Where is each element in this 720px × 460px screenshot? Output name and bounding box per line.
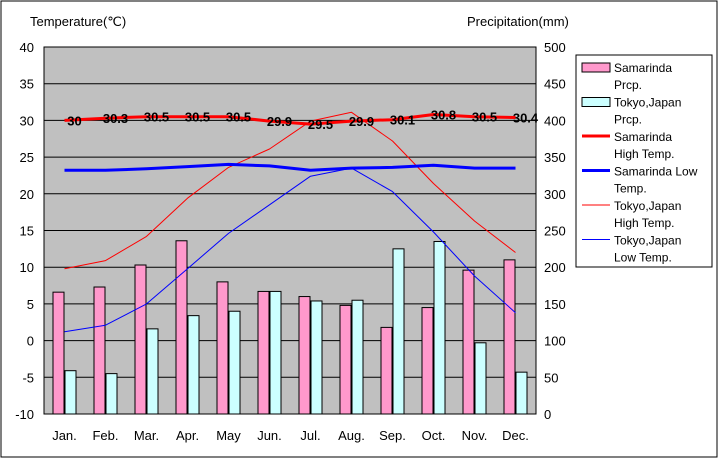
- data-label: 30.1: [390, 113, 415, 128]
- legend: Samarinda Prcp. Tokyo,Japan Prcp. Samarinda H…: [575, 54, 713, 268]
- precip-bar: [228, 310, 241, 415]
- data-label: 30.5: [226, 110, 251, 125]
- data-label: 30.5: [144, 110, 169, 125]
- x-tick-label: Oct.: [422, 428, 446, 443]
- precip-bar: [339, 304, 352, 415]
- legend-label: High Temp.: [614, 216, 674, 230]
- y-right-tick-label: 150: [544, 297, 566, 312]
- x-tick-label: Jun.: [257, 428, 282, 443]
- legend-label: Samarinda: [614, 130, 672, 144]
- x-tick-label: Mar.: [134, 428, 159, 443]
- y-left-tick-label: 25: [20, 150, 34, 165]
- legend-label: Tokyo,Japan: [614, 234, 681, 248]
- legend-label: High Temp.: [614, 147, 674, 161]
- precip-bar: [187, 315, 200, 415]
- x-tick-label: Jan.: [52, 428, 77, 443]
- data-label: 29.9: [349, 114, 374, 129]
- legend-label: Tokyo,Japan: [614, 96, 681, 110]
- precip-bar: [298, 296, 311, 415]
- temperature-line: [64, 162, 516, 172]
- y-left-tick-label: 15: [20, 224, 34, 239]
- legend-box: [575, 54, 713, 268]
- precip-bar: [93, 286, 106, 415]
- precip-bar: [351, 299, 364, 415]
- precip-bar: [257, 290, 270, 415]
- data-label: 30.3: [103, 111, 128, 126]
- precip-bar: [380, 326, 393, 415]
- precip-bar: [433, 241, 446, 415]
- data-label: 29.9: [267, 114, 292, 129]
- y-left-tick-label: 20: [20, 187, 34, 202]
- data-label: 30: [67, 113, 81, 128]
- precip-bar: [64, 370, 77, 415]
- temperature-line: [64, 113, 516, 126]
- y-right-tick-label: 450: [544, 77, 566, 92]
- y-left-tick-label: 0: [27, 334, 34, 349]
- x-tick-label: Aug.: [338, 428, 365, 443]
- y-left-tick-label: 40: [20, 40, 34, 55]
- precip-bar: [216, 281, 229, 415]
- y-right-tick-label: 50: [544, 370, 558, 385]
- precip-bar: [146, 328, 159, 415]
- data-label: 30.4: [513, 110, 539, 125]
- y-left-tick-label: 35: [20, 77, 34, 92]
- y-left-tick-label: 10: [20, 260, 34, 275]
- data-label: 30.8: [431, 108, 456, 123]
- y-right-tick-label: 0: [544, 407, 551, 422]
- temperature-line: [64, 167, 516, 333]
- x-tick-label: Dec.: [502, 428, 529, 443]
- y-left-tick-label: -5: [22, 370, 34, 385]
- precip-bar: [175, 240, 188, 415]
- x-tick-label: Feb.: [92, 428, 118, 443]
- x-tick-label: May: [216, 428, 241, 443]
- data-label: 30.5: [472, 110, 497, 125]
- temperature-line: [64, 111, 516, 270]
- precip-bar: [474, 342, 487, 415]
- y-left-tick-label: 5: [27, 297, 34, 312]
- x-tick-label: Jul.: [300, 428, 320, 443]
- y-left-axis-title: Temperature(℃): [30, 14, 126, 29]
- y-left-tick-label: 30: [20, 113, 34, 128]
- precip-bar: [503, 259, 516, 415]
- precip-bar: [134, 264, 147, 415]
- precip-bar: [392, 248, 405, 415]
- y-right-tick-label: 200: [544, 260, 566, 275]
- legend-swatch: [581, 62, 611, 73]
- legend-swatch: [581, 97, 611, 107]
- legend-label: Low Temp.: [614, 251, 672, 265]
- x-tick-label: Nov.: [462, 428, 488, 443]
- x-tick-label: Sep.: [379, 428, 406, 443]
- precip-bar: [269, 290, 282, 415]
- y-right-tick-label: 300: [544, 187, 566, 202]
- legend-label: Samarinda Low: [614, 165, 698, 179]
- precip-bar: [52, 291, 65, 415]
- y-left-tick-label: -10: [15, 407, 34, 422]
- legend-label: Prcp.: [614, 113, 642, 127]
- legend-label: Tokyo,Japan: [614, 199, 681, 213]
- y-right-axis-title: Precipitation(mm): [467, 14, 569, 29]
- y-right-tick-label: 400: [544, 113, 566, 128]
- precip-bar: [515, 371, 528, 415]
- y-right-tick-label: 100: [544, 334, 566, 349]
- precip-bar: [105, 373, 118, 415]
- y-right-tick-label: 500: [544, 40, 566, 55]
- legend-label: Samarinda: [614, 61, 672, 75]
- precip-bar: [462, 269, 475, 415]
- precip-bar: [421, 307, 434, 415]
- x-tick-label: Apr.: [176, 428, 199, 443]
- data-label: 30.5: [185, 110, 210, 125]
- legend-label: Temp.: [614, 182, 647, 196]
- y-right-tick-label: 350: [544, 150, 566, 165]
- data-label: 29.5: [308, 117, 333, 132]
- y-right-tick-label: 250: [544, 224, 566, 239]
- legend-label: Prcp.: [614, 78, 642, 92]
- precip-bar: [310, 300, 323, 415]
